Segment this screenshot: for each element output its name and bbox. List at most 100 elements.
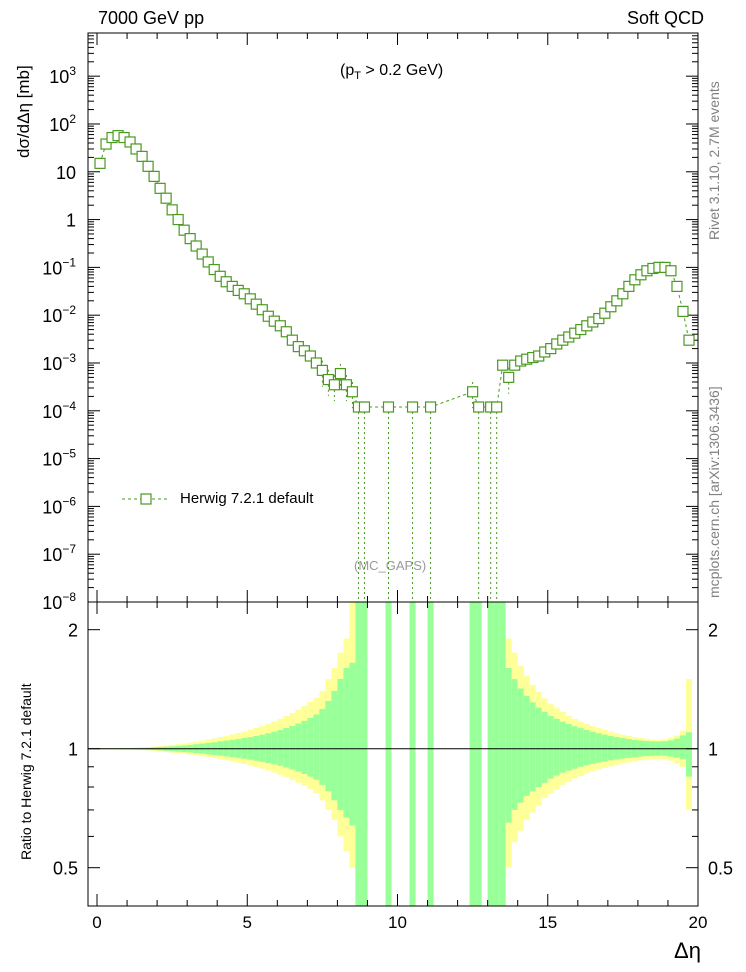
pt-cut-sub: T — [354, 70, 361, 83]
data-point — [491, 401, 503, 413]
data-point — [328, 379, 341, 391]
ratio-bands — [97, 602, 692, 906]
ratio-band-stat — [469, 602, 476, 906]
data-point — [124, 136, 136, 148]
data-point — [406, 401, 419, 413]
ratio-band-stat — [265, 733, 272, 764]
ratio-band-stat — [511, 679, 518, 810]
ratio-band-stat — [355, 602, 362, 906]
data-point — [467, 386, 479, 398]
data-point — [100, 138, 112, 150]
ratio-band-stat — [349, 662, 356, 826]
main-y-tick-label: 10−4 — [42, 399, 76, 422]
data-point — [310, 357, 322, 369]
ratio-frame: 0 5 10 15 20 0.5 0.5 1 1 2 2 — [53, 33, 733, 932]
ratio-y-tick-label-left: 1 — [68, 740, 78, 760]
ratio-band-stat — [685, 732, 692, 777]
ratio-band-stat — [565, 723, 572, 771]
data-point — [148, 170, 160, 183]
main-y-tick-label: 10−1 — [42, 255, 76, 278]
data-point — [130, 143, 142, 155]
data-point — [286, 334, 298, 346]
main-series — [94, 130, 695, 602]
legend-label: Herwig 7.2.1 default — [180, 490, 314, 507]
ratio-band-stat — [589, 731, 596, 764]
ratio-band-stat — [301, 720, 308, 774]
x-tick-label: 5 — [243, 913, 252, 932]
data-point — [184, 233, 196, 245]
ratio-band-stat — [679, 735, 686, 760]
data-point — [172, 213, 184, 226]
ratio-band-stat — [493, 602, 500, 906]
ratio-band-stat — [601, 734, 608, 762]
data-point — [340, 379, 353, 391]
data-point — [617, 288, 629, 300]
ratio-band-stat — [427, 602, 434, 906]
data-point — [623, 280, 635, 293]
data-point — [473, 401, 485, 413]
main-y-tick-label: 10−6 — [42, 494, 76, 517]
ratio-band-stat — [577, 728, 584, 767]
ratio-y-tick-label-right: 1 — [708, 740, 718, 760]
ratio-band-stat — [559, 721, 566, 773]
data-point — [334, 367, 347, 380]
main-y-tick-label: 1 — [66, 211, 76, 231]
ratio-band-stat — [307, 717, 314, 777]
data-point — [599, 307, 611, 319]
x-tick-label: 20 — [689, 913, 708, 932]
ratio-band-stat — [337, 679, 344, 810]
header-right: Soft QCD — [626, 8, 704, 28]
data-point — [154, 182, 166, 194]
data-point — [178, 224, 190, 236]
ratio-y-tick-label-left: 2 — [68, 621, 78, 641]
ratio-band-stat — [385, 602, 392, 906]
data-point — [136, 150, 148, 162]
ratio-y-tick-label-right: 0.5 — [708, 859, 733, 879]
pt-cut-pre: (p — [340, 62, 355, 79]
data-point — [94, 157, 106, 169]
data-point — [424, 401, 437, 413]
series-line — [99, 135, 690, 408]
x-axis-label: Δη — [674, 938, 701, 963]
legend-square — [140, 493, 152, 505]
data-point — [190, 240, 202, 252]
data-point — [166, 204, 178, 216]
data-point — [605, 301, 617, 313]
main-y-tick-label: 10 — [56, 163, 76, 183]
data-point — [208, 263, 220, 276]
main-y-tick-label: 10−7 — [42, 542, 76, 565]
ratio-band-stat — [343, 667, 350, 818]
ratio-y-tick-label-right: 2 — [708, 621, 718, 641]
data-point — [503, 371, 515, 383]
main-y-tick-label: 103 — [49, 64, 76, 87]
main-y-tick-label: 10−8 — [42, 590, 76, 613]
data-point — [196, 248, 208, 260]
ratio-band-stat — [313, 714, 320, 780]
ratio-band-stat — [583, 730, 590, 766]
data-point — [316, 364, 328, 376]
ratio-band-stat — [271, 731, 278, 765]
ratio-band-stat — [547, 715, 554, 779]
data-point — [274, 320, 286, 332]
data-point — [202, 256, 214, 268]
x-tick-label: 0 — [92, 913, 101, 932]
ratio-band-stat — [571, 726, 578, 769]
ratio-band-stat — [523, 695, 530, 796]
ratio-band-stat — [517, 688, 524, 803]
ratio-band-stat — [325, 701, 332, 792]
data-point — [280, 326, 292, 338]
pt-cut-post: > 0.2 GeV) — [360, 62, 444, 79]
main-y-tick-label: 10−2 — [42, 303, 76, 326]
analysis-watermark: (MC_GAPS) — [354, 558, 427, 573]
ratio-band-stat — [331, 690, 338, 801]
data-point — [677, 305, 689, 317]
main-y-tick-label: 10−5 — [42, 447, 76, 470]
ratio-band-stat — [319, 709, 326, 785]
ratio-band-stat — [673, 738, 680, 758]
data-point — [256, 304, 268, 316]
ratio-band-stat — [541, 711, 548, 783]
ratio-band-stat — [607, 735, 614, 761]
data-point — [346, 386, 359, 398]
ratio-band-stat — [505, 667, 512, 823]
data-point — [665, 265, 677, 277]
